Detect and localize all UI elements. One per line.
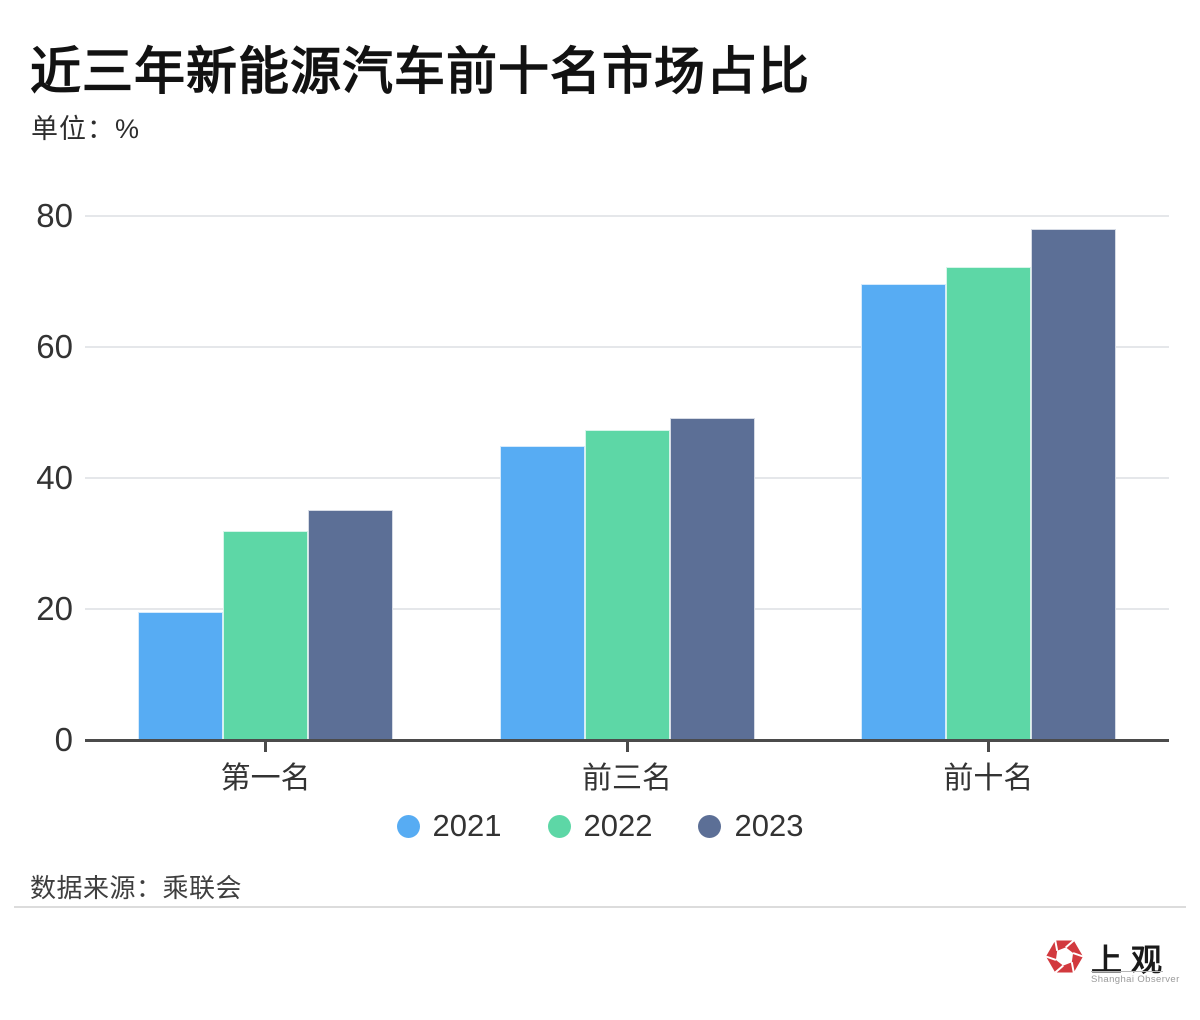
gridline-60 bbox=[85, 345, 1169, 348]
y-axis-tick-label: 60 bbox=[36, 327, 73, 365]
legend-label: 2022 bbox=[583, 808, 653, 843]
bar-2021-第一名 bbox=[138, 611, 224, 740]
bar-2021-前十名 bbox=[860, 283, 946, 740]
aperture-logo-icon bbox=[1045, 939, 1084, 974]
y-axis-tick-label: 80 bbox=[36, 196, 73, 234]
x-axis-tick bbox=[264, 742, 268, 752]
logo-divider bbox=[1091, 971, 1163, 972]
bar-2023-前十名 bbox=[1030, 228, 1116, 740]
legend-swatch-2022 bbox=[547, 814, 571, 838]
chart-title: 近三年新能源汽车前十名市场占比 bbox=[30, 43, 811, 100]
data-source-label: 数据来源：乘联会 bbox=[30, 873, 243, 903]
chart-legend: 2021 2022 2023 bbox=[0, 808, 1200, 844]
bar-2023-第一名 bbox=[308, 510, 394, 740]
legend-item-2021[interactable]: 2021 bbox=[396, 808, 502, 844]
x-axis-tick bbox=[625, 742, 629, 752]
legend-item-2022[interactable]: 2022 bbox=[547, 808, 653, 844]
legend-item-2023[interactable]: 2023 bbox=[698, 808, 803, 844]
y-axis-tick-label: 0 bbox=[54, 720, 73, 758]
legend-label: 2021 bbox=[432, 808, 502, 843]
bar-2021-前三名 bbox=[499, 446, 585, 740]
bar-2023-前三名 bbox=[669, 417, 755, 740]
bar-2022-前十名 bbox=[945, 266, 1031, 740]
x-axis-line bbox=[85, 739, 1169, 742]
category-label-2: 前三名 bbox=[582, 762, 672, 795]
gridline-80 bbox=[85, 214, 1169, 217]
logo-cn-text: 上观 bbox=[1091, 943, 1171, 978]
logo-en-text: Shanghai Observer bbox=[1091, 974, 1180, 985]
bar-2022-第一名 bbox=[223, 531, 309, 740]
y-axis-tick-label: 40 bbox=[36, 458, 73, 496]
y-axis-tick-label: 20 bbox=[36, 589, 73, 627]
legend-swatch-2021 bbox=[396, 814, 420, 838]
legend-swatch-2023 bbox=[698, 814, 722, 838]
category-label-1: 第一名 bbox=[220, 762, 311, 795]
bar-2022-前三名 bbox=[584, 429, 670, 740]
legend-label: 2023 bbox=[734, 808, 804, 843]
shanghai-observer-logo: 上观 Shanghai Observer bbox=[1045, 935, 1179, 985]
unit-label: 单位：% bbox=[31, 114, 141, 144]
x-axis-tick bbox=[986, 742, 990, 752]
footer-divider bbox=[14, 906, 1186, 908]
category-label-3: 前十名 bbox=[943, 762, 1034, 795]
